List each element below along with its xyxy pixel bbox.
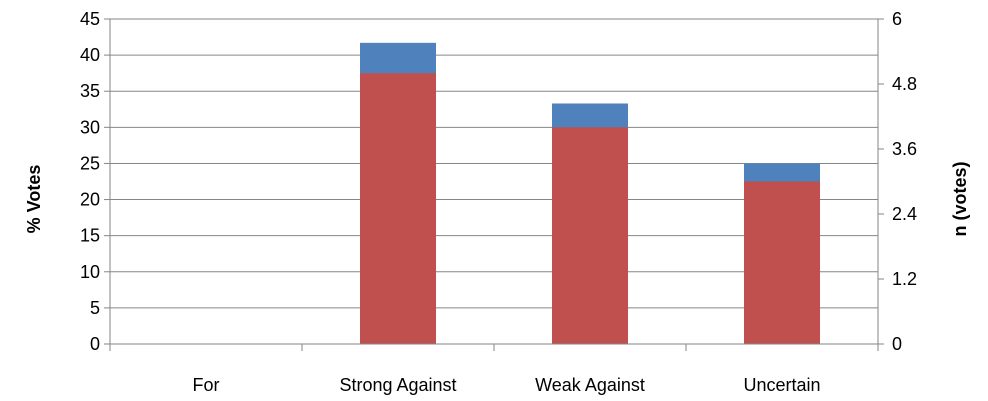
category-label: Strong Against <box>339 375 456 395</box>
left-tick-label: 10 <box>80 262 100 282</box>
left-tick-label: 45 <box>80 9 100 29</box>
category-label: For <box>193 375 220 395</box>
gridlines <box>110 18 878 309</box>
bar-right-series-1 <box>360 73 436 345</box>
bars <box>360 42 820 345</box>
left-tick-label: 30 <box>80 117 100 137</box>
left-tick-label: 5 <box>90 298 100 318</box>
left-tick-label: 15 <box>80 226 100 246</box>
left-tick-label: 25 <box>80 153 100 173</box>
right-axis-title: n (votes) <box>950 161 970 236</box>
left-tick-label: 35 <box>80 81 100 101</box>
bar-right-series-2 <box>552 127 628 344</box>
left-tick-label: 40 <box>80 45 100 65</box>
right-tick-label: 3.6 <box>892 139 917 159</box>
category-labels: For Strong Against Weak Against Uncertain <box>193 375 821 395</box>
left-axis-title: % Votes <box>24 165 44 234</box>
right-tick-label: 1.2 <box>892 269 917 289</box>
left-tick-label: 0 <box>90 334 100 354</box>
right-tick-label: 0 <box>892 334 902 354</box>
category-label: Uncertain <box>743 375 820 395</box>
left-axis-ticks: 0 5 10 15 20 25 30 35 40 45 <box>80 9 110 354</box>
right-tick-label: 4.8 <box>892 74 917 94</box>
category-label: Weak Against <box>535 375 645 395</box>
right-tick-label: 2.4 <box>892 204 917 224</box>
right-axis-ticks: 0 1.2 2.4 3.6 4.8 6 <box>878 9 917 354</box>
left-tick-label: 20 <box>80 190 100 210</box>
right-tick-label: 6 <box>892 9 902 29</box>
axes <box>109 19 879 351</box>
bar-right-series-3 <box>744 181 820 344</box>
